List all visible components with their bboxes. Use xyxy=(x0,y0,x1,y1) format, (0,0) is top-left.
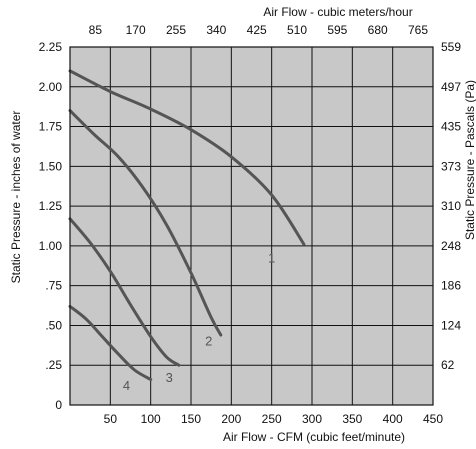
x-tick-label: 300 xyxy=(302,412,322,426)
curve-3 xyxy=(68,217,181,367)
y2-tick-label: 248 xyxy=(441,239,461,253)
x-tick-label: 200 xyxy=(221,412,241,426)
y2-tick-label: 186 xyxy=(441,279,461,293)
x2-tick-label: 340 xyxy=(206,23,226,37)
y-tick-label: 1.50 xyxy=(39,159,63,173)
x-tick-label: 450 xyxy=(423,412,443,426)
y-tick-label: 1.75 xyxy=(39,120,63,134)
x2-tick-label: 255 xyxy=(166,23,186,37)
y2-tick-label: 559 xyxy=(441,40,461,54)
curve-label-2: 2 xyxy=(205,333,212,348)
y-tick-label: .75 xyxy=(45,279,62,293)
y-tick-label: .50 xyxy=(45,318,62,332)
y2-tick-label: 373 xyxy=(441,159,461,173)
x2-tick-label: 425 xyxy=(247,23,267,37)
y-tick-label: .25 xyxy=(45,358,62,372)
x2-tick-label: 680 xyxy=(368,23,388,37)
y2-tick-label: 310 xyxy=(441,199,461,213)
plot-area xyxy=(70,47,433,405)
y-tick-label: 2.00 xyxy=(39,80,63,94)
plot-border xyxy=(69,46,434,406)
x-tick-label: 50 xyxy=(104,412,118,426)
y2-tick-label: 124 xyxy=(441,318,461,332)
curve-label-4: 4 xyxy=(123,378,130,393)
y2-tick-label: 497 xyxy=(441,80,461,94)
x-tick-label: 350 xyxy=(342,412,362,426)
y2-tick-label: 435 xyxy=(441,120,461,134)
y-tick-label: 0 xyxy=(55,398,62,412)
x2-tick-label: 595 xyxy=(327,23,347,37)
x-tick-label: 400 xyxy=(383,412,403,426)
x2-tick-label: 765 xyxy=(408,23,428,37)
y-tick-label: 1.00 xyxy=(39,239,63,253)
x2-tick-label: 85 xyxy=(89,23,103,37)
x-tick-label: 250 xyxy=(262,412,282,426)
series-curves xyxy=(68,69,306,381)
curve-4 xyxy=(68,304,153,381)
curve-label-1: 1 xyxy=(268,251,275,266)
x-axis-title: Air Flow - CFM (cubic feet/minute) xyxy=(223,430,405,444)
x-tick-label: 100 xyxy=(141,412,161,426)
curve-label-3: 3 xyxy=(166,370,173,385)
x2-tick-label: 170 xyxy=(126,23,146,37)
x-tick-label: 150 xyxy=(181,412,201,426)
x2-tick-label: 510 xyxy=(287,23,307,37)
y2-axis-title: Static Pressure - Pascals (Pa) xyxy=(463,80,476,240)
curve-labels: 1 2 3 4 xyxy=(123,251,275,393)
y-tick-label: 2.25 xyxy=(39,40,63,54)
y2-tick-label: 62 xyxy=(441,358,455,372)
y-axis-title: Static Pressure - inches of water xyxy=(9,111,23,284)
y-tick-label: 1.25 xyxy=(39,199,63,213)
x2-axis-title: Air Flow - cubic meters/hour xyxy=(263,5,412,19)
curve-2 xyxy=(68,109,223,337)
curve-1 xyxy=(68,69,306,246)
